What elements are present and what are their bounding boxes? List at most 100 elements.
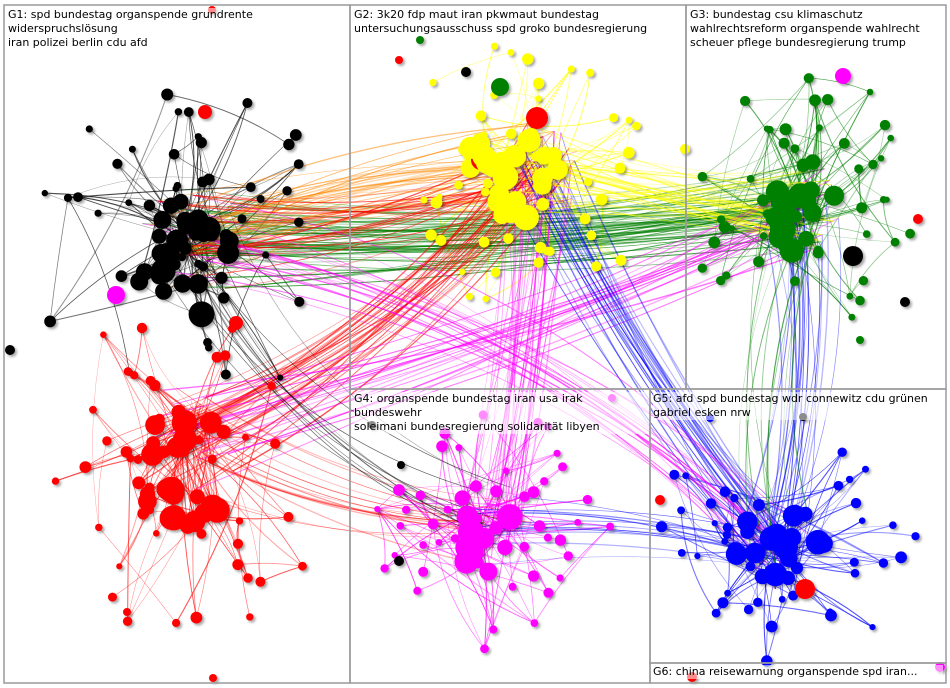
edge — [394, 452, 558, 556]
node — [443, 505, 452, 514]
node — [435, 539, 443, 546]
edge — [399, 525, 535, 624]
node — [508, 582, 517, 591]
node — [724, 589, 731, 597]
node — [413, 586, 422, 595]
node — [519, 541, 530, 552]
node — [380, 564, 389, 573]
bundle-edge — [560, 170, 810, 175]
node — [242, 98, 253, 108]
node — [582, 494, 593, 505]
edge — [486, 466, 563, 513]
node — [482, 295, 490, 303]
edge — [685, 475, 698, 557]
bundle-edge — [496, 123, 528, 520]
node — [394, 556, 404, 566]
node — [532, 167, 553, 188]
node — [293, 159, 304, 170]
edge — [758, 485, 839, 506]
node — [207, 454, 217, 464]
bundle-edge — [199, 235, 785, 567]
node — [112, 158, 123, 169]
node — [553, 449, 561, 457]
node — [759, 232, 768, 240]
bundle-edge — [515, 159, 784, 561]
node — [51, 477, 60, 485]
node — [850, 497, 862, 509]
node — [107, 286, 125, 304]
bundle-edge — [560, 132, 758, 573]
bundle-edge — [548, 165, 744, 524]
node — [402, 505, 411, 514]
node — [809, 94, 821, 107]
edge — [138, 111, 179, 282]
node — [5, 345, 15, 355]
node — [457, 519, 484, 546]
node — [216, 424, 231, 439]
bundle-edge — [791, 184, 833, 522]
bundle-edge — [514, 171, 801, 528]
edge — [127, 525, 188, 622]
edge — [702, 143, 785, 177]
node — [203, 173, 215, 186]
node — [133, 455, 143, 464]
bundle-edge — [231, 260, 784, 554]
node — [454, 549, 479, 574]
node — [461, 67, 471, 77]
node — [623, 146, 635, 159]
node — [772, 190, 798, 216]
node — [554, 534, 567, 546]
node — [419, 541, 428, 549]
edge — [376, 508, 535, 624]
bundle-edge — [195, 488, 454, 538]
edge — [827, 99, 874, 165]
node — [584, 178, 592, 187]
node — [173, 181, 182, 190]
node — [697, 171, 708, 182]
bundle-edge — [211, 232, 783, 550]
edge — [98, 527, 177, 624]
node — [262, 251, 270, 259]
node — [136, 322, 148, 334]
node — [198, 105, 212, 119]
edge — [49, 197, 69, 322]
node — [740, 95, 751, 107]
node — [753, 597, 763, 607]
node — [145, 415, 166, 435]
node — [825, 609, 837, 622]
node — [44, 315, 56, 328]
node — [719, 486, 731, 498]
node — [256, 195, 265, 203]
node — [232, 538, 244, 549]
node — [220, 369, 231, 380]
bundle-edge — [182, 252, 773, 569]
group-label-g4: G4: organspende bundestag iran usa irak … — [354, 392, 649, 434]
edge — [432, 524, 485, 650]
bundle-edge — [745, 234, 799, 553]
node — [856, 336, 864, 344]
edge — [702, 128, 768, 269]
node — [503, 233, 514, 244]
bundle-edge — [191, 188, 506, 234]
bundle-edge — [186, 176, 503, 229]
edge — [167, 94, 290, 145]
bundle-edge — [196, 426, 461, 517]
bundle-edge — [171, 174, 525, 404]
node — [465, 292, 473, 301]
bundle-edge — [164, 426, 451, 517]
node — [694, 552, 701, 560]
node — [237, 214, 247, 224]
bundle-edge — [515, 201, 789, 212]
node — [125, 199, 133, 207]
node — [172, 618, 181, 628]
bundle-edge — [150, 124, 534, 226]
node — [475, 110, 487, 122]
bundle-edge — [505, 131, 555, 557]
node — [656, 521, 668, 533]
bundle-edge — [542, 198, 773, 236]
bundle-edge — [564, 176, 765, 533]
bundle-edge — [183, 195, 821, 252]
edge — [127, 437, 205, 622]
node — [533, 257, 544, 268]
edge — [225, 254, 267, 375]
